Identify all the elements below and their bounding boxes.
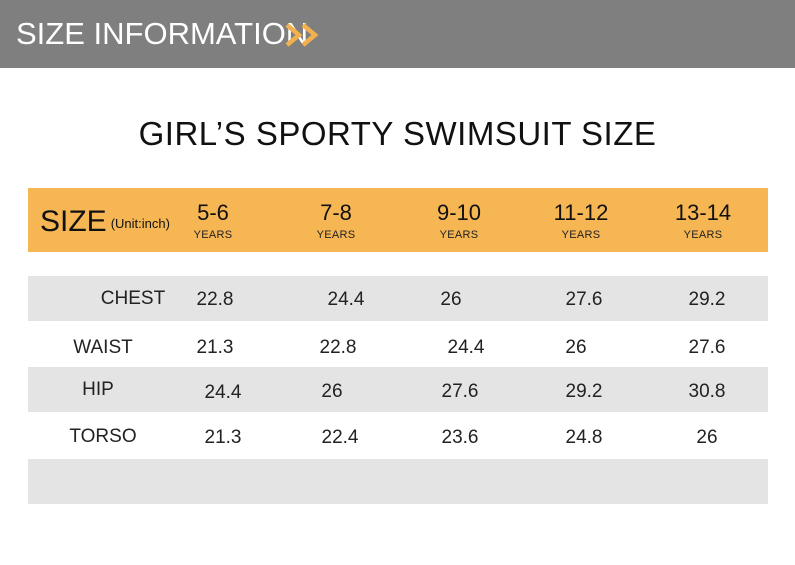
- size-header-bar: SIZE (Unit:inch) 5-6 YEARS 7-8 YEARS 9-10…: [28, 188, 768, 252]
- row-label: TORSO: [69, 426, 137, 447]
- banner-title: SIZE INFORMATION: [16, 16, 309, 51]
- row-label: HIP: [82, 379, 114, 400]
- row-label: WAIST: [73, 337, 133, 358]
- size-column-header: 7-8 YEARS: [286, 200, 386, 241]
- double-chevron-right-icon: [285, 23, 319, 47]
- table-row-chest: CHEST 22.8 24.4 26 27.6 29.2: [28, 276, 768, 321]
- age-range: 9-10: [436, 200, 482, 225]
- table-row-empty: [28, 459, 768, 504]
- table-cell: 22.8: [196, 289, 234, 310]
- size-column-header: 9-10 YEARS: [409, 200, 509, 241]
- age-unit: YEARS: [561, 229, 601, 241]
- table-cell: 27.6: [565, 289, 603, 310]
- table-cell: 22.4: [321, 427, 359, 448]
- table-cell: 26: [696, 427, 718, 448]
- table-cell: 27.6: [441, 381, 479, 402]
- table-cell: 24.4: [327, 289, 365, 310]
- age-unit: YEARS: [439, 229, 479, 241]
- row-label: CHEST: [100, 288, 166, 309]
- table-row-torso: TORSO 21.3 22.4 23.6 24.8 26: [28, 413, 768, 458]
- age-range: 5-6: [197, 200, 229, 225]
- page-title: GIRL’S SPORTY SWIMSUIT SIZE: [138, 115, 657, 152]
- table-cell: 26: [440, 289, 462, 310]
- table-row-waist: WAIST 21.3 22.8 24.4 26 27.6: [28, 322, 768, 367]
- age-unit: YEARS: [193, 229, 233, 241]
- top-banner: SIZE INFORMATION: [0, 0, 795, 68]
- age-range: 7-8: [320, 200, 352, 225]
- unit-label: (Unit:inch): [110, 215, 170, 231]
- table-cell: 24.4: [447, 337, 485, 358]
- size-column-header: 13-14 YEARS: [653, 200, 753, 241]
- table-cell: 21.3: [204, 427, 242, 448]
- size-column-header: 5-6 YEARS: [163, 200, 263, 241]
- table-cell: 27.6: [688, 337, 726, 358]
- table-cell: 22.8: [319, 337, 357, 358]
- table-cell: 26: [565, 337, 587, 358]
- table-cell: 26: [321, 381, 343, 402]
- age-unit: YEARS: [316, 229, 356, 241]
- table-cell: 24.4: [204, 382, 242, 403]
- age-range: 11-12: [553, 200, 609, 225]
- size-column-header: 11-12 YEARS: [531, 200, 631, 241]
- age-unit: YEARS: [683, 229, 723, 241]
- table-cell: 29.2: [688, 289, 726, 310]
- table-cell: 24.8: [565, 427, 603, 448]
- table-row-hip: HIP 24.4 26 27.6 29.2 30.8: [28, 367, 768, 412]
- size-header-label: SIZE (Unit:inch): [40, 205, 170, 239]
- size-label: SIZE: [40, 205, 107, 238]
- table-cell: 29.2: [565, 381, 603, 402]
- age-range: 13-14: [674, 200, 732, 225]
- table-cell: 30.8: [688, 381, 726, 402]
- table-cell: 21.3: [196, 337, 234, 358]
- table-cell: 23.6: [441, 427, 479, 448]
